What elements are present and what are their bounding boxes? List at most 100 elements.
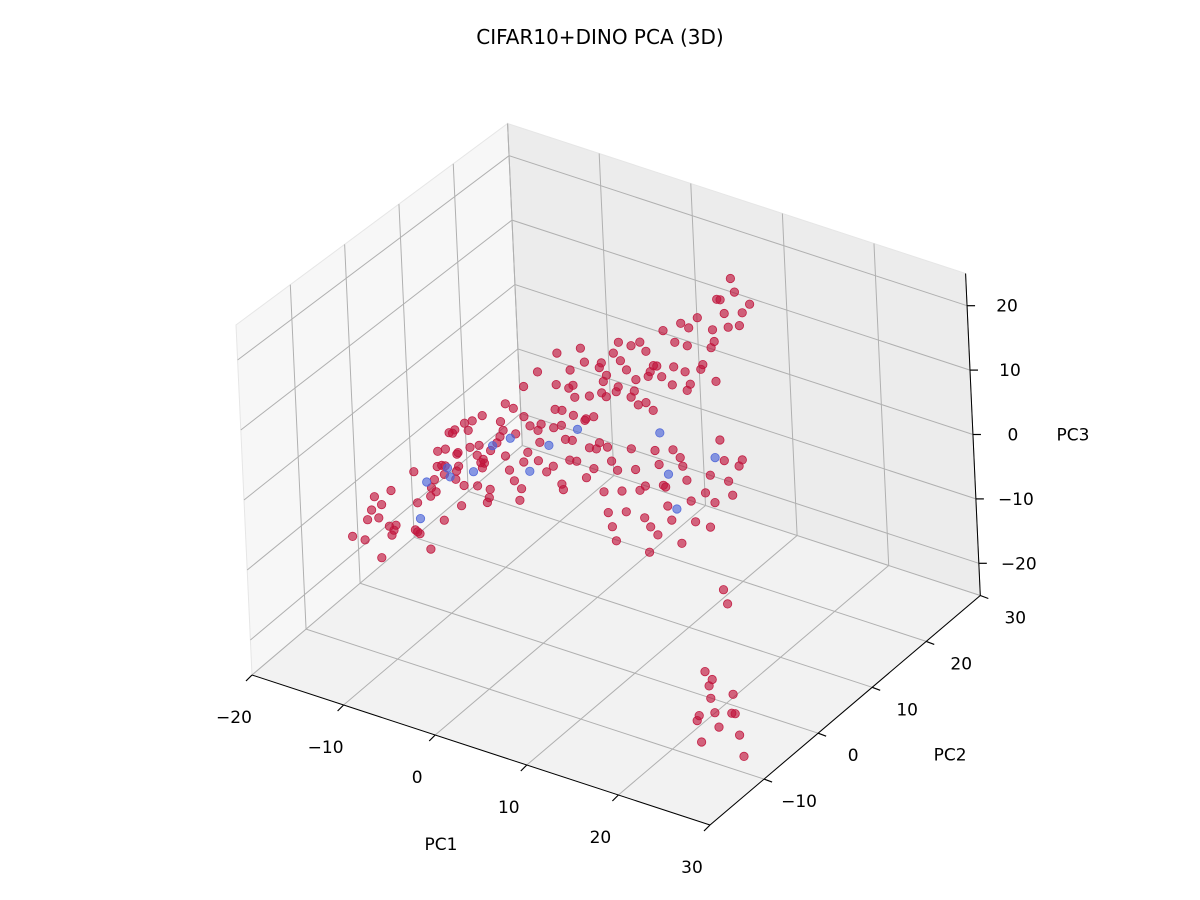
majority-data-point <box>601 392 611 402</box>
majority-data-point <box>654 459 664 470</box>
majority-data-point <box>568 380 578 390</box>
majority-data-point <box>366 505 377 515</box>
majority-data-point <box>641 397 651 408</box>
majority-data-point <box>580 415 590 425</box>
minority-data-point <box>572 424 583 434</box>
majority-data-point <box>523 447 533 457</box>
majority-data-point <box>584 391 595 401</box>
axis-panes <box>235 122 982 826</box>
majority-data-point <box>518 381 529 392</box>
majority-data-point <box>444 428 454 438</box>
majority-data-point <box>459 418 470 428</box>
majority-data-point <box>680 367 690 377</box>
y-tick-label: −10 <box>781 792 817 812</box>
majority-data-point <box>692 715 702 726</box>
majority-data-point <box>581 473 592 483</box>
majority-data-point <box>426 544 436 554</box>
x-tick-mark <box>428 734 436 742</box>
x-tick-mark <box>245 674 253 682</box>
y-axis-line <box>709 595 981 826</box>
x-tick-mark <box>520 764 528 772</box>
majority-data-point <box>384 521 394 531</box>
majority-data-point <box>669 362 679 372</box>
majority-data-point <box>477 410 487 421</box>
z-tick-label: −10 <box>998 490 1034 510</box>
majority-data-point <box>369 492 379 502</box>
majority-data-point <box>615 356 626 366</box>
tick-marks-and-labels: −20 −10 0 10 20 30 −10 0 10 20 30 −20 −10 0 10 20 <box>216 297 1037 878</box>
majority-data-point <box>725 273 736 284</box>
majority-data-point <box>682 475 692 485</box>
majority-data-point <box>484 492 494 503</box>
y-tick-label: 30 <box>1004 609 1026 629</box>
majority-data-point <box>485 484 495 494</box>
majority-data-point <box>684 323 694 333</box>
majority-data-point <box>635 485 645 495</box>
majority-data-point <box>728 689 738 699</box>
majority-data-point <box>387 530 397 540</box>
majority-data-point <box>575 343 586 353</box>
majority-data-point <box>347 531 358 542</box>
majority-data-point <box>532 367 543 377</box>
majority-data-point <box>584 443 595 453</box>
minority-data-point <box>445 472 455 482</box>
majority-data-point <box>560 434 571 444</box>
majority-data-point <box>552 348 562 358</box>
majority-data-point <box>509 476 520 486</box>
majority-data-point <box>690 517 701 527</box>
z-tick-label: −20 <box>1001 554 1037 574</box>
majority-data-point <box>495 416 506 427</box>
majority-data-point <box>565 365 575 375</box>
majority-data-point <box>463 425 473 435</box>
majority-data-point <box>706 693 716 703</box>
majority-data-point <box>433 446 443 456</box>
majority-data-point <box>557 479 567 489</box>
y-grid-line <box>452 163 927 642</box>
majority-data-point <box>629 386 639 396</box>
majority-data-point <box>737 308 747 318</box>
x-tick-mark <box>337 704 345 712</box>
majority-data-point <box>667 515 677 525</box>
z-grid-line <box>240 219 971 431</box>
majority-data-point <box>601 370 612 380</box>
x-tick-label: 20 <box>590 828 612 848</box>
majority-data-point <box>599 487 609 497</box>
majority-data-point <box>734 730 745 740</box>
y-tick-mark <box>871 686 881 691</box>
majority-data-point <box>596 358 606 368</box>
majority-data-point <box>472 481 483 491</box>
majority-data-point <box>525 421 535 431</box>
majority-data-point <box>709 336 719 347</box>
majority-data-point <box>676 318 686 328</box>
majority-data-point <box>663 501 673 511</box>
majority-data-point <box>715 435 725 445</box>
majority-data-point <box>589 463 599 474</box>
majority-data-point <box>533 425 543 435</box>
majority-data-point <box>603 507 613 518</box>
z-grid-line <box>246 348 977 571</box>
y-axis-label: PC2 <box>934 745 967 765</box>
majority-data-point <box>376 499 387 510</box>
majority-data-point <box>677 538 687 548</box>
majority-data-point <box>508 403 518 413</box>
majority-data-point <box>643 371 653 381</box>
majority-data-point <box>723 322 733 332</box>
majority-data-point <box>440 444 450 454</box>
majority-data-point <box>626 444 636 454</box>
majority-data-point <box>608 348 618 358</box>
majority-data-point <box>682 341 692 351</box>
majority-data-point <box>579 357 590 367</box>
majority-data-point <box>456 501 467 511</box>
y-grid-line <box>289 284 765 780</box>
majority-data-point <box>621 507 631 517</box>
minority-data-point <box>468 467 479 477</box>
majority-data-point <box>739 751 749 762</box>
majority-data-point <box>500 399 510 409</box>
majority-data-point <box>613 337 624 347</box>
majority-data-point <box>712 294 722 304</box>
majority-data-point <box>744 299 755 309</box>
majority-data-point <box>661 482 671 492</box>
scatter-points <box>347 273 755 762</box>
minority-data-point <box>505 433 515 443</box>
